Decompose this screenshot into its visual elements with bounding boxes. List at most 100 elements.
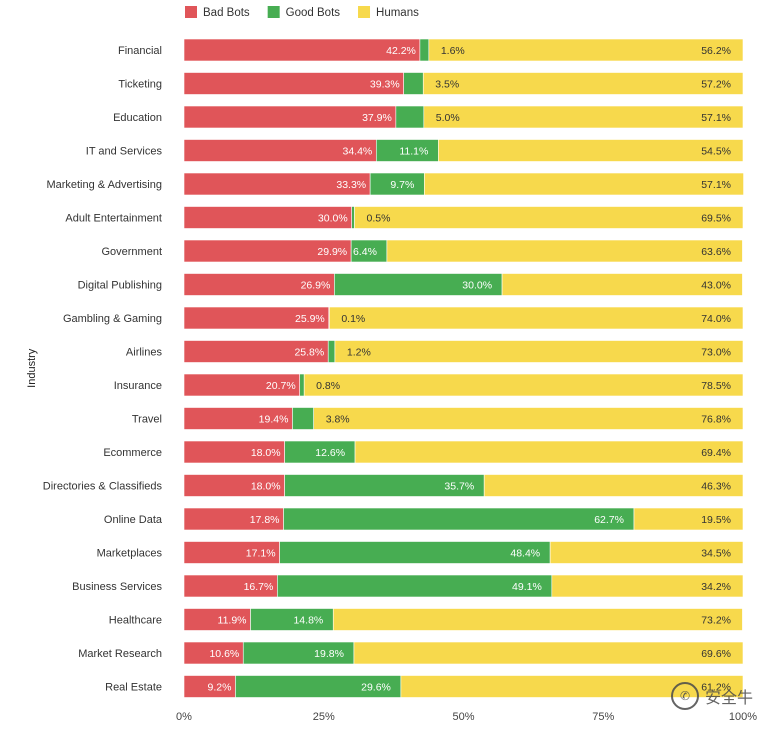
data-label-good-bots: 9.7% xyxy=(390,179,414,191)
data-label-bad-bots: 17.1% xyxy=(246,548,276,560)
legend-label-bad-bots: Bad Bots xyxy=(203,7,250,19)
data-label-bad-bots: 19.4% xyxy=(259,414,289,426)
data-label-good-bots: 0.5% xyxy=(366,213,390,225)
data-label-good-bots: 48.4% xyxy=(510,548,540,560)
data-label-humans: 78.5% xyxy=(701,380,731,392)
legend-label-good-bots: Good Bots xyxy=(286,7,341,19)
data-label-good-bots: 12.6% xyxy=(315,447,345,459)
data-label-humans: 57.1% xyxy=(701,112,731,124)
data-label-good-bots: 49.1% xyxy=(512,581,542,593)
data-label-bad-bots: 20.7% xyxy=(266,380,296,392)
data-label-bad-bots: 25.9% xyxy=(295,313,325,325)
category-label: Digital Publishing xyxy=(78,280,162,292)
category-label: Marketing & Advertising xyxy=(46,179,162,191)
bar-humans xyxy=(329,306,744,330)
category-label: IT and Services xyxy=(86,146,163,158)
data-label-good-bots: 1.2% xyxy=(347,347,371,359)
data-label-humans: 76.8% xyxy=(701,414,731,426)
data-label-good-bots: 5.0% xyxy=(436,112,460,124)
bar-humans xyxy=(303,373,744,397)
bar-humans xyxy=(483,474,744,497)
data-label-humans: 69.5% xyxy=(701,213,731,225)
data-label-humans: 61.2% xyxy=(701,682,731,694)
data-label-bad-bots: 26.9% xyxy=(301,280,331,292)
bar-humans xyxy=(551,574,744,598)
data-label-bad-bots: 18.0% xyxy=(251,447,281,459)
wechat-icon: ✆ xyxy=(670,682,699,710)
data-label-humans: 19.5% xyxy=(701,514,731,526)
category-label: Insurance xyxy=(114,380,162,392)
data-label-bad-bots: 37.9% xyxy=(362,112,392,124)
bar-good-bots xyxy=(283,507,635,531)
bar-good-bots xyxy=(299,373,305,397)
bar-good-bots xyxy=(419,38,430,62)
x-tick-label: 50% xyxy=(452,711,474,723)
category-label: Adult Entertainment xyxy=(65,213,162,225)
data-label-humans: 69.4% xyxy=(701,447,731,459)
data-label-bad-bots: 33.3% xyxy=(336,179,366,191)
watermark: ✆ 安全牛 xyxy=(670,682,753,710)
bar-humans xyxy=(354,440,744,464)
category-label: Government xyxy=(101,246,162,258)
bar-bad-bots xyxy=(183,38,421,62)
x-tick-label: 0% xyxy=(176,711,192,723)
x-tick-label: 75% xyxy=(592,711,614,723)
data-label-humans: 43.0% xyxy=(701,280,731,292)
category-label: Ticketing xyxy=(118,79,162,91)
watermark-text: 安全牛 xyxy=(704,688,753,707)
data-label-good-bots: 0.8% xyxy=(316,380,340,392)
data-label-humans: 57.2% xyxy=(701,79,731,91)
data-label-humans: 34.2% xyxy=(701,581,731,593)
category-label: Marketplaces xyxy=(97,548,163,560)
data-label-bad-bots: 18.0% xyxy=(251,481,281,493)
data-label-bad-bots: 16.7% xyxy=(244,581,274,593)
bar-humans xyxy=(353,641,744,665)
bar-good-bots xyxy=(351,206,355,229)
data-label-good-bots: 19.8% xyxy=(314,648,344,660)
legend-label-humans: Humans xyxy=(376,7,419,19)
category-label: Travel xyxy=(132,414,162,426)
bar-humans xyxy=(313,407,744,430)
x-tick-label: 100% xyxy=(729,711,757,723)
category-label: Business Services xyxy=(72,581,162,593)
data-label-bad-bots: 10.6% xyxy=(209,648,239,660)
data-label-good-bots: 3.5% xyxy=(435,79,459,91)
data-label-humans: 69.6% xyxy=(701,648,731,660)
bar-humans xyxy=(501,273,743,296)
bar-good-bots xyxy=(327,340,336,363)
category-label: Directories & Classifieds xyxy=(43,481,163,493)
bar-humans xyxy=(633,507,744,531)
category-label: Market Research xyxy=(78,648,162,660)
legend-swatch-good-bots xyxy=(267,6,280,18)
bar-humans xyxy=(428,38,744,62)
category-label: Online Data xyxy=(104,514,163,526)
bar-humans xyxy=(422,72,744,95)
data-label-good-bots: 29.6% xyxy=(361,682,391,694)
data-label-humans: 46.3% xyxy=(701,481,731,493)
category-label: Healthcare xyxy=(109,615,162,627)
category-label: Gambling & Gaming xyxy=(63,313,162,325)
data-label-good-bots: 3.8% xyxy=(326,414,350,426)
data-label-good-bots: 6.4% xyxy=(353,246,377,258)
data-label-good-bots: 14.8% xyxy=(293,615,323,627)
data-label-humans: 56.2% xyxy=(701,45,731,57)
data-label-good-bots: 30.0% xyxy=(462,280,492,292)
data-label-good-bots: 0.1% xyxy=(341,313,365,325)
category-label: Real Estate xyxy=(105,682,162,694)
data-label-humans: 57.1% xyxy=(701,179,731,191)
data-label-bad-bots: 39.3% xyxy=(370,79,400,91)
data-label-good-bots: 35.7% xyxy=(444,481,474,493)
bar-humans xyxy=(438,139,744,162)
bar-good-bots xyxy=(277,574,553,598)
data-label-bad-bots: 25.8% xyxy=(294,347,324,359)
data-label-humans: 34.5% xyxy=(701,548,731,560)
data-label-bad-bots: 42.2% xyxy=(386,45,416,57)
data-label-bad-bots: 11.9% xyxy=(218,615,247,627)
data-label-humans: 54.5% xyxy=(701,146,731,158)
bar-humans xyxy=(549,541,744,564)
category-label: Airlines xyxy=(126,347,163,359)
data-label-bad-bots: 30.0% xyxy=(318,213,348,225)
category-label: Education xyxy=(113,112,162,124)
data-label-bad-bots: 34.4% xyxy=(343,146,373,158)
legend-swatch-bad-bots xyxy=(185,6,197,18)
